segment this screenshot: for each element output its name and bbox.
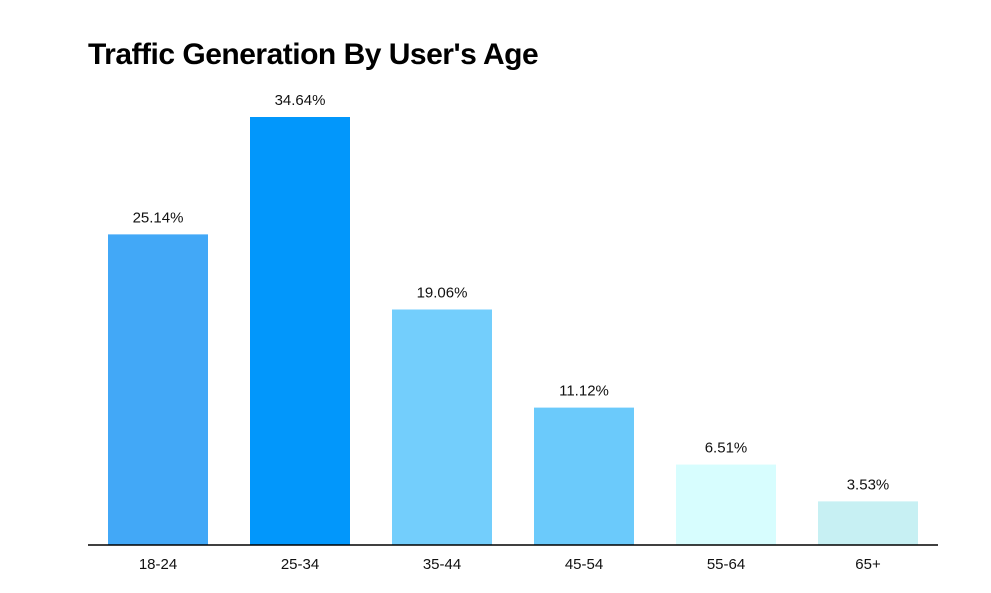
bar-25-34 — [250, 117, 350, 545]
value-labels-group: 25.14% 34.64% 19.06% 11.12% 6.51% 3.53% — [133, 92, 890, 493]
value-label-25-34: 34.64% — [275, 92, 326, 109]
bars-group — [108, 117, 918, 545]
value-label-55-64: 6.51% — [705, 440, 748, 457]
value-label-18-24: 25.14% — [133, 209, 184, 226]
x-tick-label-35-44: 35-44 — [423, 556, 461, 573]
x-tick-label-18-24: 18-24 — [139, 556, 177, 573]
x-tick-label-25-34: 25-34 — [281, 556, 319, 573]
x-tick-label-55-64: 55-64 — [707, 556, 745, 573]
value-label-65+: 3.53% — [847, 476, 890, 493]
x-tick-label-45-54: 45-54 — [565, 556, 603, 573]
x-tick-label-65+: 65+ — [855, 556, 881, 573]
bar-45-54 — [534, 407, 634, 545]
x-tick-labels-group: 18-24 25-34 35-44 45-54 55-64 65+ — [139, 556, 881, 573]
value-label-35-44: 19.06% — [417, 285, 468, 302]
bar-65+ — [818, 501, 918, 545]
value-label-45-54: 11.12% — [559, 383, 609, 400]
bar-35-44 — [392, 309, 492, 545]
bar-18-24 — [108, 234, 208, 545]
bar-55-64 — [676, 464, 776, 545]
chart-title: Traffic Generation By User's Age — [88, 38, 539, 71]
